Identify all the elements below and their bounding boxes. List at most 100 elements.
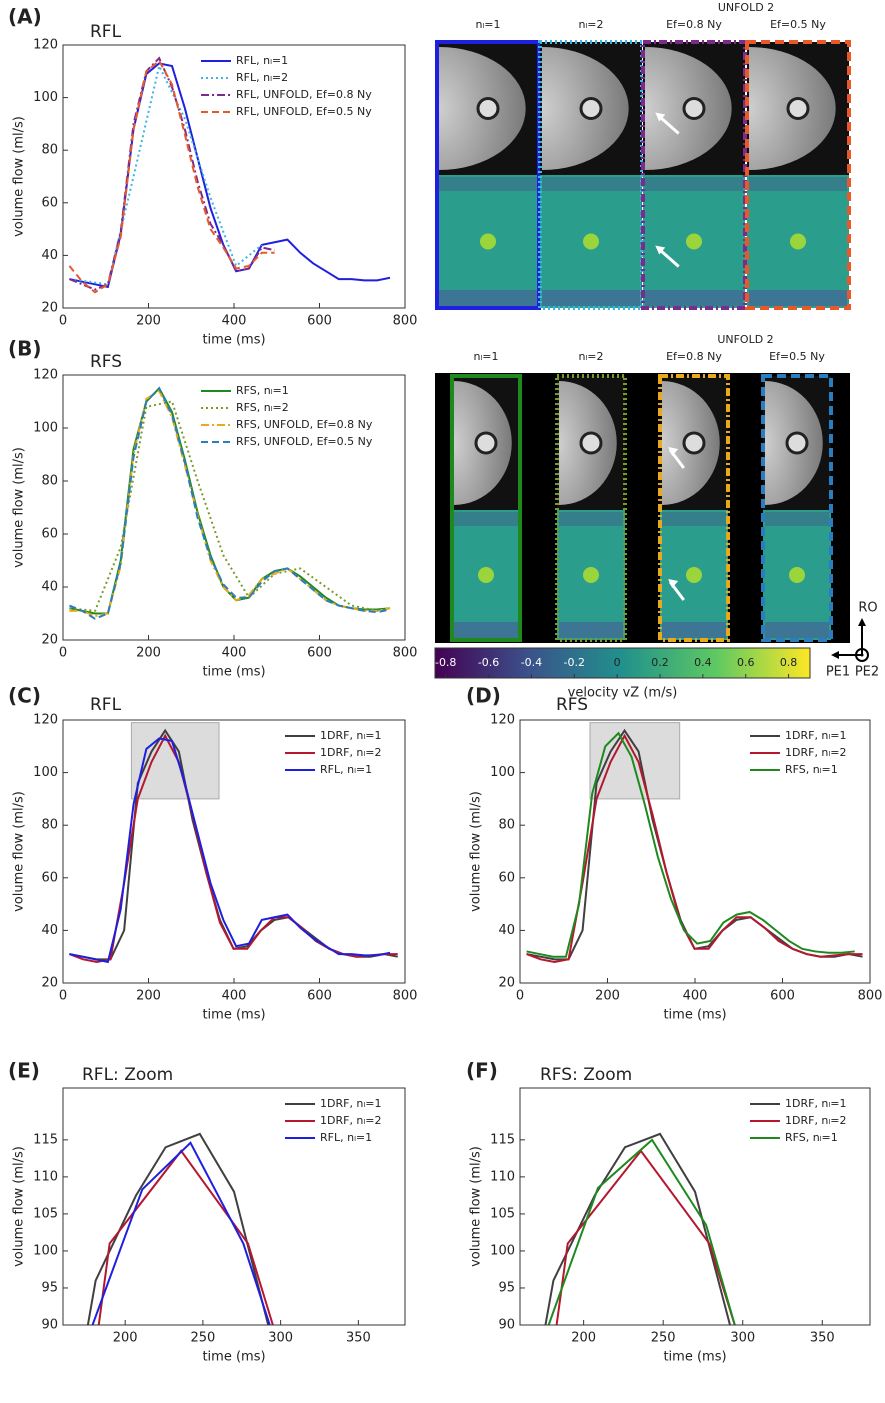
x-tick-label: 400 (683, 989, 708, 1004)
legend-label: RFS, nₗ=1 (236, 384, 289, 397)
legend-label: RFL, nₗ=1 (320, 763, 372, 776)
x-tick-label: 400 (222, 989, 247, 1004)
phantom-tube (787, 433, 807, 453)
group-label: UNFOLD 2 (718, 1, 774, 14)
x-tick-label: 600 (307, 646, 332, 661)
panel-label: (C) (8, 684, 41, 708)
noise-bottom (542, 290, 640, 306)
y-tick-label: 115 (490, 1132, 515, 1147)
y-tick-label: 80 (41, 818, 58, 833)
phantom-tube (684, 99, 704, 119)
noise-bottom (765, 622, 829, 638)
legend-label: 1DRF, nₗ=1 (785, 729, 846, 742)
x-tick-label: 400 (222, 314, 247, 329)
x-tick-label: 200 (595, 989, 620, 1004)
colorbar-tick-label: 0 (614, 656, 621, 669)
y-axis-title: volume flow (ml/s) (12, 116, 27, 237)
x-tick-label: 250 (651, 1331, 676, 1346)
y-tick-label: 105 (33, 1206, 58, 1221)
velocity-tube (478, 567, 494, 583)
y-tick-label: 90 (498, 1318, 515, 1333)
phantom-tube (476, 433, 496, 453)
y-tick-label: 100 (490, 1243, 515, 1258)
x-tick-label: 250 (190, 1331, 215, 1346)
orientation-dot (861, 654, 864, 657)
x-tick-label: 800 (393, 314, 418, 329)
noise-top (439, 177, 537, 191)
legend-label: RFS, UNFOLD, Ef=0.5 Ny (236, 435, 373, 448)
x-axis-title: time (ms) (663, 1008, 726, 1023)
y-tick-label: 120 (33, 38, 58, 53)
y-tick-label: 20 (41, 301, 58, 316)
column-label: Ef=0.5 Ny (770, 18, 826, 31)
legend-label: RFS, nₗ=1 (785, 1131, 838, 1144)
y-tick-label: 20 (41, 976, 58, 991)
phantom-tube (478, 99, 498, 119)
noise-bottom (559, 622, 623, 638)
x-tick-label: 350 (346, 1331, 371, 1346)
y-tick-label: 110 (33, 1169, 58, 1184)
y-tick-label: 40 (498, 923, 515, 938)
x-tick-label: 200 (571, 1331, 596, 1346)
x-tick-label: 200 (136, 646, 161, 661)
phantom-tube (581, 99, 601, 119)
y-tick-label: 90 (41, 1318, 58, 1333)
panel-label: (D) (466, 684, 501, 708)
y-tick-label: 95 (41, 1280, 58, 1295)
colorbar-tick-label: -0.2 (564, 656, 585, 669)
x-tick-label: 600 (770, 989, 795, 1004)
panel-label: (A) (8, 5, 42, 29)
x-tick-label: 350 (810, 1331, 835, 1346)
legend-label: RFS, UNFOLD, Ef=0.8 Ny (236, 418, 373, 431)
noise-top (454, 512, 518, 526)
series-line (69, 66, 261, 284)
chart-title: RFL (90, 22, 122, 42)
orientation-left-head (831, 651, 839, 659)
x-tick-label: 200 (136, 989, 161, 1004)
chart-title: RFS (556, 695, 588, 715)
y-tick-label: 100 (33, 765, 58, 780)
noise-bottom (749, 290, 847, 306)
y-tick-label: 105 (490, 1206, 515, 1221)
y-tick-label: 80 (41, 143, 58, 158)
y-tick-label: 60 (498, 870, 515, 885)
noise-top (559, 512, 623, 526)
y-tick-label: 40 (41, 580, 58, 595)
x-tick-label: 0 (59, 646, 67, 661)
x-tick-label: 300 (730, 1331, 755, 1346)
chart-title: RFL (90, 695, 122, 715)
colorbar-tick-label: -0.4 (521, 656, 542, 669)
y-tick-label: 80 (41, 474, 58, 489)
velocity-tube (686, 567, 702, 583)
plot-frame (63, 375, 405, 640)
y-tick-label: 100 (33, 421, 58, 436)
noise-top (662, 512, 726, 526)
legend-label: 1DRF, nₗ=1 (320, 729, 381, 742)
orientation-up-head (858, 618, 866, 626)
legend-label: RFS, nₗ=1 (785, 763, 838, 776)
legend-label: RFL, nₗ=1 (236, 54, 288, 67)
x-tick-label: 300 (268, 1331, 293, 1346)
velocity-tube (480, 234, 496, 250)
legend-label: RFL, UNFOLD, Ef=0.8 Ny (236, 88, 372, 101)
colorbar-tick-label: -0.8 (435, 656, 456, 669)
velocity-tube (789, 567, 805, 583)
x-axis-title: time (ms) (663, 1350, 726, 1365)
x-tick-label: 400 (222, 646, 247, 661)
legend-label: RFL, UNFOLD, Ef=0.5 Ny (236, 105, 372, 118)
panel-label: (F) (466, 1059, 498, 1083)
x-axis-title: time (ms) (202, 333, 265, 348)
column-label: Ef=0.5 Ny (769, 350, 825, 363)
x-tick-label: 800 (393, 989, 418, 1004)
noise-top (645, 177, 743, 191)
y-tick-label: 20 (41, 633, 58, 648)
noise-top (765, 512, 829, 526)
y-axis-title: volume flow (ml/s) (12, 447, 27, 568)
series-line (93, 1143, 270, 1325)
noise-bottom (439, 290, 537, 306)
column-label: nₗ=2 (578, 350, 603, 363)
y-tick-label: 60 (41, 870, 58, 885)
figure: UNFOLD 2nₗ=1nₗ=2Ef=0.8 NyEf=0.5 NyUNFOLD… (0, 0, 885, 1399)
x-tick-label: 0 (59, 989, 67, 1004)
